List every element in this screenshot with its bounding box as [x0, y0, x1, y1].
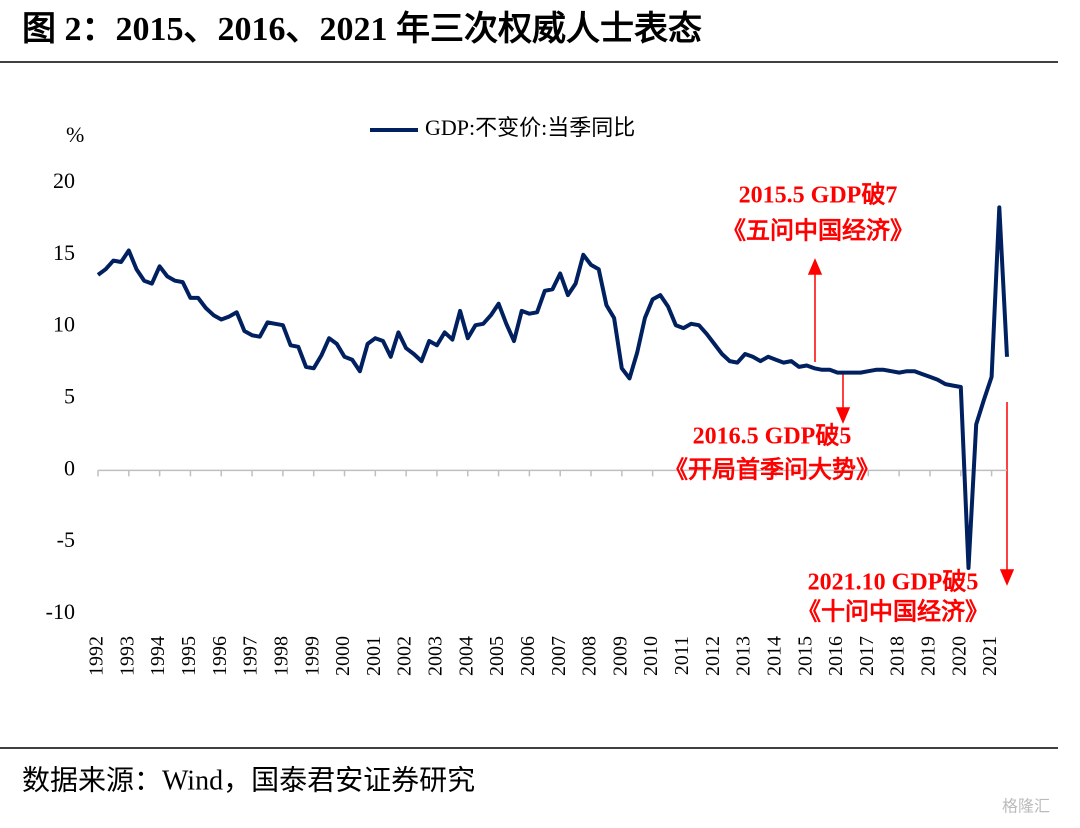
watermark: 格隆汇	[1002, 798, 1050, 816]
x-tick-label: 1994	[147, 636, 169, 676]
annotation: 《开局首季问大势》	[664, 456, 880, 484]
x-tick-label: 2016	[825, 636, 847, 676]
x-tick-label: 2019	[918, 636, 940, 676]
x-tick-label: 2004	[455, 636, 477, 676]
y-tick-label: -10	[46, 599, 75, 624]
x-tick-label: 2011	[671, 636, 693, 675]
annotation-arrows	[807, 258, 1015, 586]
y-tick-label: -5	[57, 527, 75, 552]
x-tick-label: 2003	[425, 636, 447, 676]
x-tick-label: 1997	[240, 636, 262, 676]
x-tick-label: 2014	[763, 636, 785, 676]
series-line	[96, 205, 1009, 570]
title: 图 2：2015、2016、2021 年三次权威人士表态	[22, 10, 702, 48]
arrow-head	[999, 569, 1015, 586]
annotation: 2021.10 GDP破5	[808, 569, 979, 596]
source: 数据来源：Wind，国泰君安证券研究	[22, 764, 475, 796]
x-tick-label: 2018	[887, 636, 909, 676]
x-tick-label: 2017	[856, 636, 878, 676]
y-tick-label: 15	[53, 240, 75, 265]
x-tick-label: 2007	[548, 636, 570, 676]
x-tick-label: 2006	[517, 636, 539, 676]
annotation: 《十问中国经济》	[797, 598, 989, 626]
annotation: 《五问中国经济》	[722, 217, 914, 245]
x-tick-label: 1996	[209, 636, 231, 676]
legend-label: GDP:不变价:当季同比	[425, 115, 635, 140]
x-tick-label: 1998	[270, 636, 292, 676]
y-tick-label: 10	[53, 312, 75, 337]
x-tick-label: 1993	[116, 636, 138, 676]
y-tick-label: 20	[53, 168, 75, 193]
x-tick-label: 1992	[86, 636, 108, 676]
x-tick-label: 2000	[332, 636, 354, 676]
x-tick-label: 1995	[178, 636, 200, 676]
x-tick-label: 2015	[794, 636, 816, 676]
x-tick-label: 2001	[363, 636, 385, 676]
x-tick-label: 2012	[702, 636, 724, 676]
annotation: 2016.5 GDP破5	[693, 423, 852, 450]
x-tick-label: 2013	[733, 636, 755, 676]
y-tick-label: 0	[64, 455, 75, 480]
arrow-head	[835, 407, 851, 424]
x-tick-label: 1999	[301, 636, 323, 676]
x-tick-label: 2010	[640, 636, 662, 676]
annotation: 2015.5 GDP破7	[739, 182, 898, 209]
x-tick-label: 2005	[486, 636, 508, 676]
x-tick-label: 2021	[979, 636, 1001, 676]
y-label: %	[66, 122, 84, 147]
x-tick-label: 2009	[609, 636, 631, 676]
x-tick-label: 2002	[394, 636, 416, 676]
y-tick-label: 5	[64, 384, 75, 409]
x-tick-label: 2020	[948, 636, 970, 676]
x-tick-label: 2008	[579, 636, 601, 676]
arrow-head	[807, 258, 823, 275]
